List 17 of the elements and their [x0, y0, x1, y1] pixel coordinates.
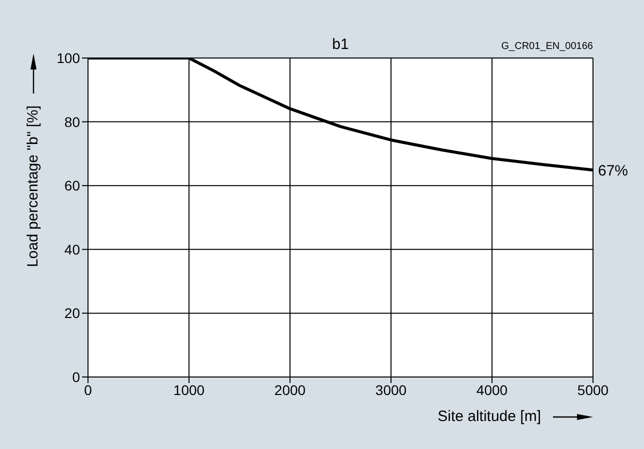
x-tick-label: 3000 [375, 382, 407, 398]
x-axis-title: Site altitude [m] [438, 408, 541, 425]
annotation: 67% [598, 162, 628, 180]
y-tick-label: 20 [64, 305, 80, 322]
x-tick-label: 4000 [476, 382, 508, 398]
text: G_CR01_EN_00166 [501, 41, 593, 52]
x-tick-label: 5000 [577, 382, 609, 398]
y-tick-label: 100 [56, 50, 80, 66]
y-tick-label: 0 [72, 368, 80, 385]
y-tick-label: 60 [64, 178, 80, 194]
y-tick-label: 40 [64, 241, 80, 258]
y-axis-title: Load percentage "b" [%] [24, 106, 42, 268]
x-tick-label: 0 [84, 382, 92, 398]
x-tick-label: 1000 [173, 382, 205, 398]
x-tick-label: 2000 [274, 382, 306, 398]
y-tick-label: 80 [64, 114, 80, 130]
chart-title: b1 [332, 36, 349, 53]
